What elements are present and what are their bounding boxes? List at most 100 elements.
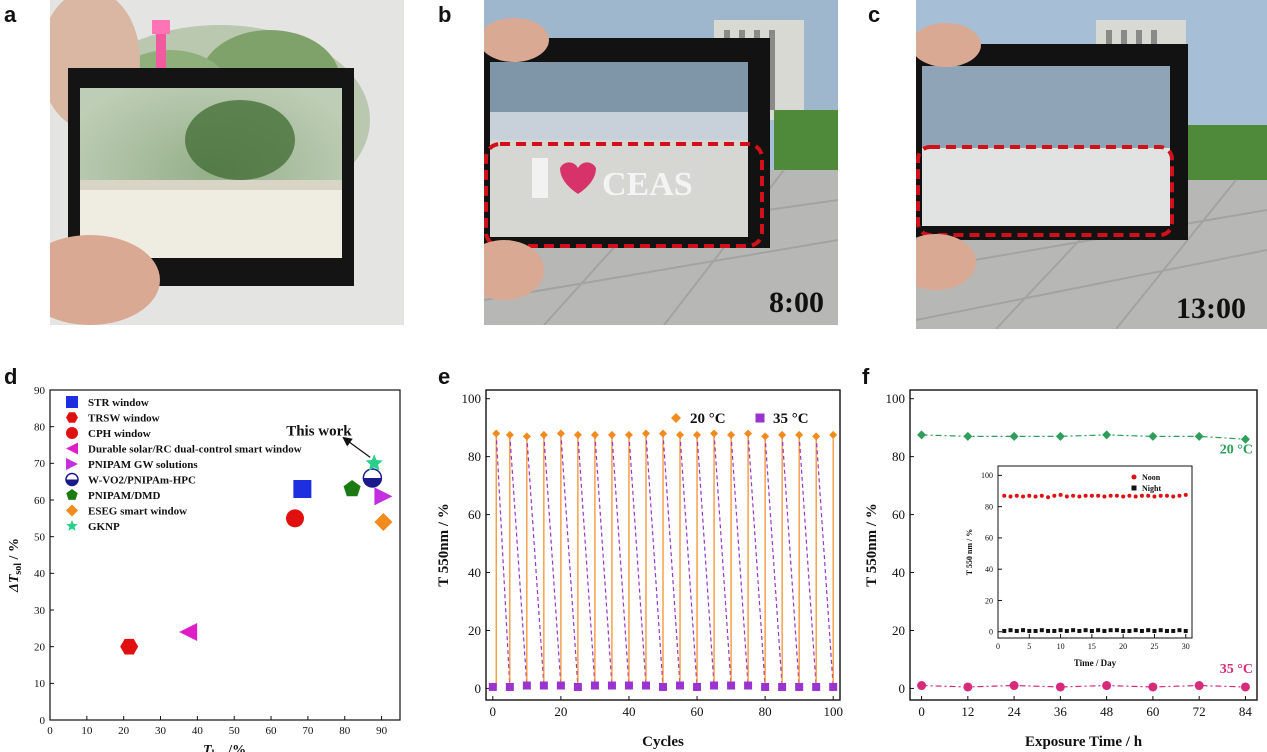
point-35 °C xyxy=(1055,682,1065,692)
x-tick-label: 10 xyxy=(81,725,93,737)
inset-point-Night xyxy=(1002,628,1007,633)
point-20 °C xyxy=(659,429,667,438)
x-tick-label: 30 xyxy=(1182,642,1190,651)
y-tick-label: 100 xyxy=(981,471,993,480)
series-line-20 °C xyxy=(921,434,1246,440)
point-20 °C xyxy=(1102,430,1112,440)
inset-point-Noon xyxy=(1058,492,1063,497)
point-35 °C xyxy=(829,682,838,691)
inset-point-Noon xyxy=(1177,493,1182,498)
inset-point-Noon xyxy=(1002,493,1007,498)
y-tick-label: 100 xyxy=(886,391,906,406)
x-tick-label: 70 xyxy=(302,725,314,737)
point-20 °C xyxy=(727,430,736,439)
legend-marker-TRSW window xyxy=(66,412,78,423)
inset-point-Noon xyxy=(1014,493,1019,498)
inset-point-Night xyxy=(1177,628,1182,633)
y-tick-label: 100 xyxy=(462,391,482,406)
point-35 °C xyxy=(1102,681,1112,691)
point-35 °C xyxy=(710,681,719,690)
panel-letter-e: e xyxy=(438,364,451,389)
photo-c-illustration: 13:00 xyxy=(916,0,1267,329)
inset-point-Noon xyxy=(1064,494,1069,499)
inset-point-Night xyxy=(1058,628,1063,633)
inset-point-Noon xyxy=(1139,493,1144,498)
inset-point-Night xyxy=(1164,628,1169,633)
inset-point-Night xyxy=(1096,628,1101,633)
x-tick-label: 84 xyxy=(1239,704,1253,719)
legend-marker-STR window xyxy=(66,396,78,408)
x-tick-label: 40 xyxy=(192,725,204,737)
plot-frame xyxy=(997,465,1193,639)
cooling-line xyxy=(781,434,800,688)
panel-letter-a: a xyxy=(4,2,17,27)
photo-a-illustration xyxy=(50,0,404,325)
point-35 °C xyxy=(917,681,927,691)
inset-point-Noon xyxy=(1121,494,1126,499)
y-tick-label: 20 xyxy=(34,642,46,654)
inset-point-Night xyxy=(1133,628,1138,633)
inset-point-Noon xyxy=(1146,493,1151,498)
ylabel-sub: sol xyxy=(13,563,24,575)
inset-point-Night xyxy=(1008,628,1013,633)
cooling-line xyxy=(509,434,528,686)
y-tick-label: 10 xyxy=(34,678,46,690)
inset-point-Noon xyxy=(1127,493,1132,498)
y-tick-label: 40 xyxy=(34,568,46,580)
legend-marker-PNIPAM GW solutions xyxy=(66,458,78,470)
point-TRSW window xyxy=(120,638,139,655)
inset-point-Night xyxy=(1089,628,1094,633)
photo-b-illustration: CEAS 8:00 xyxy=(484,0,838,325)
inset-point-Noon xyxy=(1021,494,1026,499)
y-tick-label: 80 xyxy=(468,449,481,464)
point-20 °C xyxy=(590,430,599,439)
point-20 °C xyxy=(1055,431,1065,441)
inset-point-Night xyxy=(1146,628,1151,633)
legend-label-PNIPAM/DMD: PNIPAM/DMD xyxy=(88,490,161,502)
y-tick-label: 0 xyxy=(899,681,906,696)
this-work-arrow xyxy=(342,436,371,458)
inset-point-Night xyxy=(1102,628,1107,633)
inset-point-Noon xyxy=(1046,495,1051,500)
point-20 °C xyxy=(1240,434,1250,444)
x-tick-label: 90 xyxy=(376,725,388,737)
ceas-sign-text: CEAS xyxy=(602,166,693,203)
inset-point-Night xyxy=(1071,628,1076,633)
point-20 °C xyxy=(778,430,787,439)
inset-point-Noon xyxy=(1089,493,1094,498)
time-label-b: 8:00 xyxy=(769,286,824,319)
inset-point-Noon xyxy=(1114,493,1119,498)
x-tick-label: 50 xyxy=(229,725,241,737)
inset-point-Noon xyxy=(1008,494,1013,499)
y-tick-label: 0 xyxy=(989,628,993,637)
point-20 °C xyxy=(795,430,804,439)
chart-e-cycling: 0 20 40 60 80 100 0 20 40 60 80 100 20 °C 35 °C Cycl… xyxy=(436,389,843,750)
inset-point-Night xyxy=(1083,628,1088,633)
inset-point-Night xyxy=(1014,628,1019,633)
x-tick-label: 60 xyxy=(266,725,278,737)
y-tick-label: 20 xyxy=(985,596,993,605)
inset-ylabel: T 550 nm / % xyxy=(965,529,974,576)
legend-marker-W-VO2/PNIPAm-HPC-fill xyxy=(66,479,78,486)
y-tick-label: 90 xyxy=(34,385,46,397)
legend-marker-W-VO2/PNIPAm-HPC xyxy=(65,472,79,487)
point-35 °C xyxy=(727,681,736,690)
x-tick-label: 36 xyxy=(1054,704,1068,719)
inset-point-Noon xyxy=(1171,494,1176,499)
y-tick-label: 40 xyxy=(985,565,993,574)
legend-label-GKNP: GKNP xyxy=(88,521,120,533)
xlabel-sub: lum xyxy=(212,749,229,752)
panel-letter-b: b xyxy=(438,2,452,27)
cooling-line xyxy=(543,434,562,686)
photo-c: 13:00 xyxy=(916,0,1267,329)
point-35 °C xyxy=(659,682,667,691)
cooling-line xyxy=(662,433,681,686)
cooling-line xyxy=(815,436,834,688)
x-tick-label: 60 xyxy=(691,704,704,719)
point-35 °C xyxy=(744,681,753,690)
x-tick-label: 100 xyxy=(823,704,843,719)
inset-legend-marker-Noon xyxy=(1131,474,1137,480)
point-35 °C xyxy=(1148,682,1158,692)
inset-point-Noon xyxy=(1071,493,1076,498)
inset-xlabel: Time / Day xyxy=(1074,658,1117,668)
